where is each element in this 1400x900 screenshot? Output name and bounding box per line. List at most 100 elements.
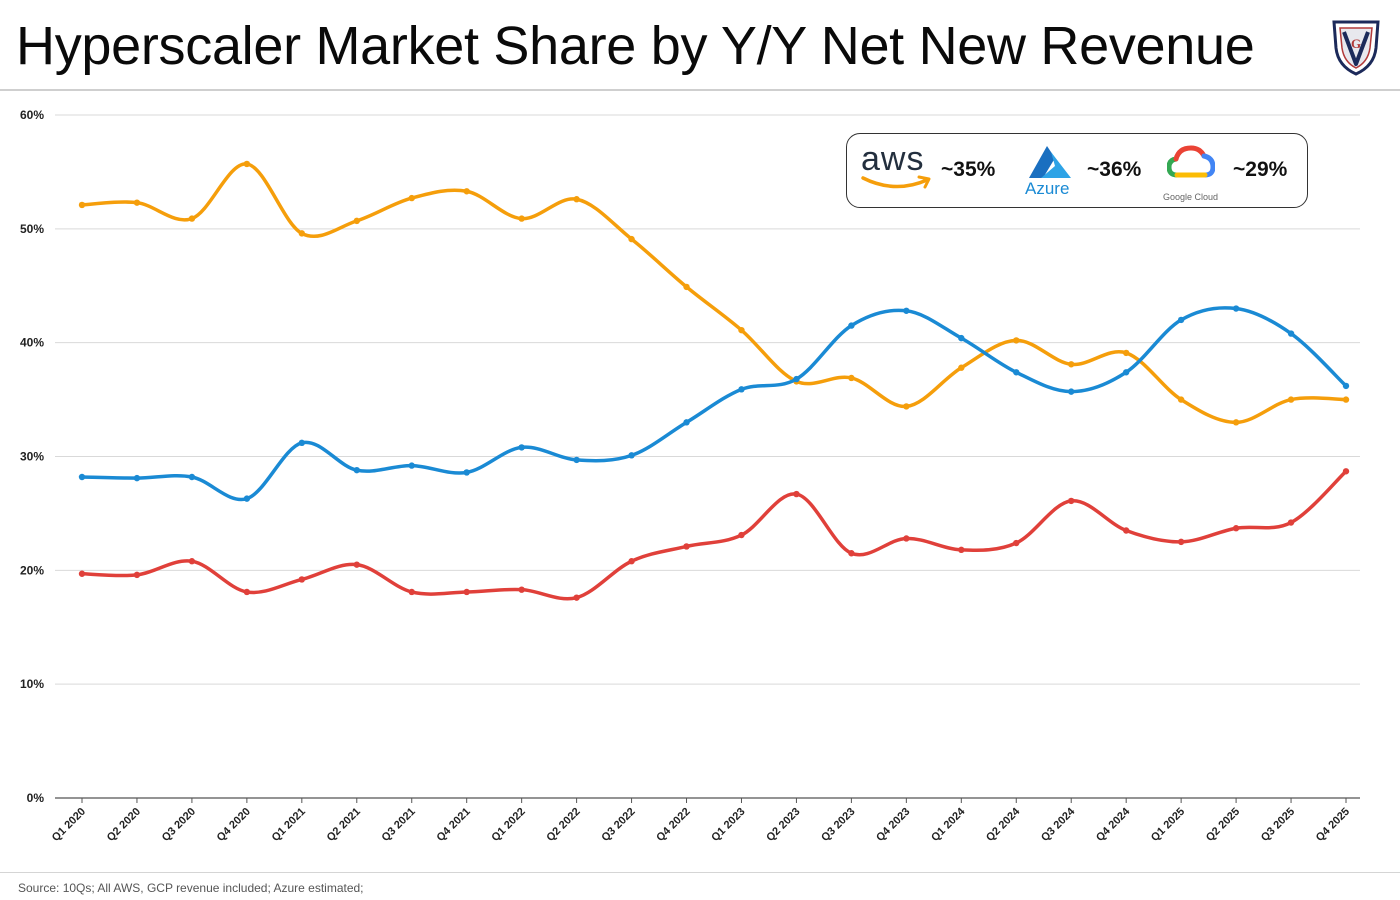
azure-logo-text: Azure bbox=[1025, 179, 1070, 198]
aws-data-point bbox=[903, 403, 910, 410]
aws-share-value: ~35% bbox=[941, 158, 996, 181]
y-tick-label: 0% bbox=[27, 791, 45, 805]
footer-divider bbox=[0, 872, 1400, 873]
x-tick-label: Q2 2022 bbox=[544, 806, 582, 844]
x-tick-label: Q3 2023 bbox=[819, 806, 857, 844]
x-tick-label: Q1 2021 bbox=[270, 806, 308, 844]
aws-logo-text: aws bbox=[861, 140, 925, 178]
x-tick-label: Q3 2024 bbox=[1039, 805, 1078, 844]
azure-data-point bbox=[133, 474, 141, 482]
aws-data-point bbox=[1013, 337, 1020, 344]
azure-data-point bbox=[738, 386, 745, 393]
gcp-data-point bbox=[1068, 497, 1075, 505]
x-tick-label: Q3 2022 bbox=[599, 806, 637, 844]
gridlines bbox=[55, 114, 1360, 685]
gcp-data-point bbox=[353, 561, 360, 568]
gcp-data-point bbox=[188, 558, 196, 565]
aws-data-point bbox=[683, 283, 690, 291]
azure-data-point bbox=[408, 462, 415, 469]
x-tick-label: Q4 2025 bbox=[1314, 806, 1352, 844]
axes: 0% 10% 20% 30% 40% 50% 60% bbox=[20, 108, 1360, 805]
aws-data-point bbox=[628, 235, 635, 243]
x-tick-label: Q4 2020 bbox=[215, 806, 253, 844]
x-tick-label: Q1 2022 bbox=[489, 806, 527, 844]
azure-data-point bbox=[958, 334, 965, 342]
aws-data-point bbox=[353, 217, 360, 225]
series-aws bbox=[78, 160, 1350, 426]
azure-data-point bbox=[903, 307, 910, 314]
x-tick-label: Q1 2023 bbox=[709, 806, 747, 844]
series-azure bbox=[78, 305, 1350, 502]
gcp-data-point bbox=[1013, 539, 1020, 547]
azure-data-point bbox=[683, 419, 690, 426]
azure-data-point bbox=[463, 469, 470, 476]
gcp-data-point bbox=[518, 586, 525, 593]
aws-data-point bbox=[133, 199, 141, 206]
x-tick-label: Q2 2023 bbox=[764, 806, 802, 844]
azure-data-point bbox=[188, 473, 196, 481]
gcp-data-point bbox=[243, 588, 251, 596]
x-tick-label: Q4 2023 bbox=[874, 806, 912, 844]
gcp-data-point bbox=[573, 594, 580, 601]
gcp-data-point bbox=[1177, 538, 1185, 546]
gcp-data-point bbox=[793, 490, 800, 498]
x-tick-label: Q2 2024 bbox=[984, 805, 1023, 844]
azure-data-point bbox=[848, 322, 855, 329]
azure-data-point bbox=[298, 439, 306, 447]
azure-data-point bbox=[243, 495, 251, 502]
azure-data-point bbox=[1013, 369, 1020, 376]
azure-data-point bbox=[1068, 388, 1075, 395]
gcp-line bbox=[80, 469, 1348, 601]
y-tick-label: 20% bbox=[20, 563, 44, 577]
x-tick-label: Q3 2020 bbox=[160, 806, 198, 844]
gcp-data-point bbox=[1232, 525, 1240, 532]
aws-data-point bbox=[1068, 361, 1075, 368]
x-tick-label: Q3 2025 bbox=[1259, 806, 1297, 844]
gcp-data-point bbox=[628, 558, 635, 565]
gcp-data-point bbox=[903, 535, 910, 542]
vg-shield-logo-icon: G bbox=[1332, 20, 1380, 76]
aws-data-point bbox=[408, 194, 415, 202]
gcp-data-point bbox=[1342, 468, 1350, 475]
azure-data-point bbox=[1342, 382, 1350, 390]
title-divider bbox=[0, 89, 1400, 91]
x-tick-labels: Q1 2020 Q2 2020 Q3 2020 Q4 2020 Q1 2021 Q2 20… bbox=[50, 805, 1352, 844]
azure-data-point bbox=[628, 452, 635, 459]
gcp-data-point bbox=[133, 571, 141, 579]
azure-data-point bbox=[1122, 369, 1130, 376]
azure-share-value: ~36% bbox=[1087, 158, 1142, 181]
aws-data-point bbox=[518, 215, 525, 222]
x-tick-label: Q4 2022 bbox=[654, 806, 692, 844]
x-tick-label: Q4 2021 bbox=[434, 806, 472, 844]
aws-data-point bbox=[1287, 396, 1295, 403]
x-tick-label: Q3 2021 bbox=[380, 806, 418, 844]
gcp-data-point bbox=[738, 531, 745, 539]
aws-data-point bbox=[1177, 396, 1185, 403]
gcp-data-point bbox=[408, 588, 415, 596]
x-tick-label: Q1 2024 bbox=[929, 805, 968, 844]
gcp-data-point bbox=[1122, 527, 1130, 534]
aws-data-point bbox=[298, 230, 306, 237]
x-tick-label: Q2 2021 bbox=[325, 806, 363, 844]
y-tick-label: 10% bbox=[20, 677, 44, 691]
aws-data-point bbox=[463, 188, 470, 195]
gcp-data-point bbox=[958, 546, 965, 554]
y-tick-label: 30% bbox=[20, 450, 44, 464]
azure-data-point bbox=[793, 375, 800, 383]
series-gcp bbox=[78, 468, 1350, 601]
series-lines bbox=[78, 160, 1350, 601]
azure-line bbox=[80, 306, 1348, 502]
google-cloud-logo-icon bbox=[1167, 145, 1215, 178]
gcp-data-point bbox=[298, 576, 306, 583]
gcp-data-point bbox=[683, 543, 690, 550]
azure-data-point bbox=[1287, 330, 1295, 337]
chart-title: Hyperscaler Market Share by Y/Y Net New … bbox=[16, 16, 1255, 76]
aws-data-point bbox=[1232, 419, 1240, 426]
azure-data-point bbox=[1177, 316, 1185, 324]
azure-data-point bbox=[573, 456, 580, 464]
google-cloud-logo-text: Google Cloud bbox=[1163, 192, 1219, 202]
aws-data-point bbox=[243, 160, 251, 168]
aws-smile-arrow-icon bbox=[861, 175, 931, 189]
aws-data-point bbox=[78, 201, 86, 209]
